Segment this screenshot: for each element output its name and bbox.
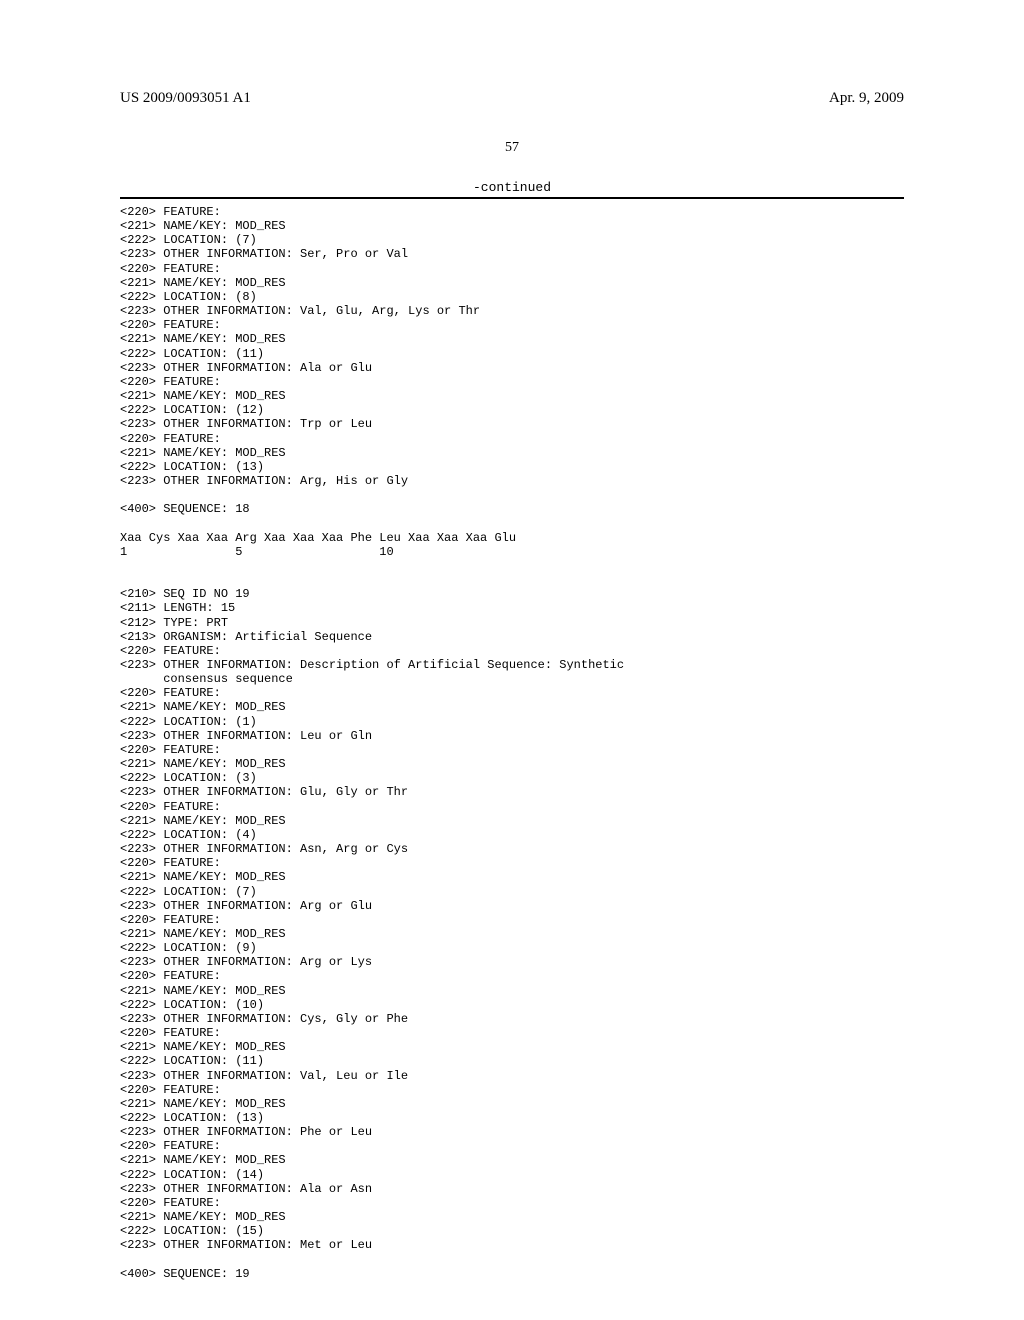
line: <220> FEATURE: <box>120 205 221 219</box>
line: <220> FEATURE: <box>120 743 221 757</box>
line: <221> NAME/KEY: MOD_RES <box>120 757 286 771</box>
line: <400> SEQUENCE: 19 <box>120 1267 250 1281</box>
line: <221> NAME/KEY: MOD_RES <box>120 814 286 828</box>
line: <222> LOCATION: (15) <box>120 1224 264 1238</box>
line: <220> FEATURE: <box>120 432 221 446</box>
line: <221> NAME/KEY: MOD_RES <box>120 1040 286 1054</box>
line: <220> FEATURE: <box>120 318 221 332</box>
line: <222> LOCATION: (1) <box>120 715 257 729</box>
line: consensus sequence <box>120 672 293 686</box>
line: <222> LOCATION: (12) <box>120 403 264 417</box>
line: <223> OTHER INFORMATION: Ala or Glu <box>120 361 372 375</box>
line: <220> FEATURE: <box>120 1139 221 1153</box>
continued-label: -continued <box>473 180 551 195</box>
line: <222> LOCATION: (8) <box>120 290 257 304</box>
line: <222> LOCATION: (13) <box>120 460 264 474</box>
line: <221> NAME/KEY: MOD_RES <box>120 276 286 290</box>
line: <212> TYPE: PRT <box>120 616 228 630</box>
horizontal-rule <box>120 197 904 199</box>
line: <221> NAME/KEY: MOD_RES <box>120 1210 286 1224</box>
line: <221> NAME/KEY: MOD_RES <box>120 984 286 998</box>
line: <400> SEQUENCE: 18 <box>120 502 250 516</box>
line: <220> FEATURE: <box>120 262 221 276</box>
line: <223> OTHER INFORMATION: Met or Leu <box>120 1238 372 1252</box>
line: <222> LOCATION: (14) <box>120 1168 264 1182</box>
line: <211> LENGTH: 15 <box>120 601 235 615</box>
line: <220> FEATURE: <box>120 913 221 927</box>
line: <223> OTHER INFORMATION: Ser, Pro or Val <box>120 247 408 261</box>
line: <222> LOCATION: (4) <box>120 828 257 842</box>
line: <222> LOCATION: (3) <box>120 771 257 785</box>
page-container: US 2009/0093051 A1 Apr. 9, 2009 57 -cont… <box>0 0 1024 1320</box>
header-date: Apr. 9, 2009 <box>829 90 904 107</box>
line: <221> NAME/KEY: MOD_RES <box>120 389 286 403</box>
line: <221> NAME/KEY: MOD_RES <box>120 1097 286 1111</box>
line: <222> LOCATION: (13) <box>120 1111 264 1125</box>
line: <223> OTHER INFORMATION: Cys, Gly or Phe <box>120 1012 408 1026</box>
line: <223> OTHER INFORMATION: Leu or Gln <box>120 729 372 743</box>
line: <221> NAME/KEY: MOD_RES <box>120 219 286 233</box>
line: <220> FEATURE: <box>120 969 221 983</box>
sequence-line: Xaa Cys Xaa Xaa Arg Xaa Xaa Xaa Phe Leu … <box>120 531 516 545</box>
line: <213> ORGANISM: Artificial Sequence <box>120 630 372 644</box>
line: <220> FEATURE: <box>120 800 221 814</box>
line: <222> LOCATION: (7) <box>120 885 257 899</box>
sequence-listing: <220> FEATURE: <221> NAME/KEY: MOD_RES <… <box>120 205 904 1281</box>
line: <222> LOCATION: (9) <box>120 941 257 955</box>
line: <220> FEATURE: <box>120 1026 221 1040</box>
line: <221> NAME/KEY: MOD_RES <box>120 927 286 941</box>
line: <223> OTHER INFORMATION: Glu, Gly or Thr <box>120 785 408 799</box>
line: <220> FEATURE: <box>120 1083 221 1097</box>
line: <210> SEQ ID NO 19 <box>120 587 250 601</box>
line: <220> FEATURE: <box>120 1196 221 1210</box>
line: <222> LOCATION: (11) <box>120 347 264 361</box>
line: <223> OTHER INFORMATION: Val, Leu or Ile <box>120 1069 408 1083</box>
line: <223> OTHER INFORMATION: Ala or Asn <box>120 1182 372 1196</box>
line: <223> OTHER INFORMATION: Description of … <box>120 658 624 672</box>
line: <222> LOCATION: (7) <box>120 233 257 247</box>
line: <223> OTHER INFORMATION: Asn, Arg or Cys <box>120 842 408 856</box>
line: <220> FEATURE: <box>120 856 221 870</box>
line: <220> FEATURE: <box>120 686 221 700</box>
line: <221> NAME/KEY: MOD_RES <box>120 870 286 884</box>
line: <223> OTHER INFORMATION: Val, Glu, Arg, … <box>120 304 480 318</box>
line: <222> LOCATION: (11) <box>120 1054 264 1068</box>
page-number: 57 <box>505 140 519 156</box>
line: <222> LOCATION: (10) <box>120 998 264 1012</box>
line: <223> OTHER INFORMATION: Phe or Leu <box>120 1125 372 1139</box>
sequence-numbers: 1 5 10 <box>120 545 394 559</box>
line: <221> NAME/KEY: MOD_RES <box>120 700 286 714</box>
header-pub-number: US 2009/0093051 A1 <box>120 90 251 107</box>
line: <220> FEATURE: <box>120 375 221 389</box>
line: <223> OTHER INFORMATION: Trp or Leu <box>120 417 372 431</box>
line: <220> FEATURE: <box>120 644 221 658</box>
line: <223> OTHER INFORMATION: Arg, His or Gly <box>120 474 408 488</box>
line: <221> NAME/KEY: MOD_RES <box>120 1153 286 1167</box>
line: <221> NAME/KEY: MOD_RES <box>120 446 286 460</box>
line: <221> NAME/KEY: MOD_RES <box>120 332 286 346</box>
line: <223> OTHER INFORMATION: Arg or Glu <box>120 899 372 913</box>
line: <223> OTHER INFORMATION: Arg or Lys <box>120 955 372 969</box>
